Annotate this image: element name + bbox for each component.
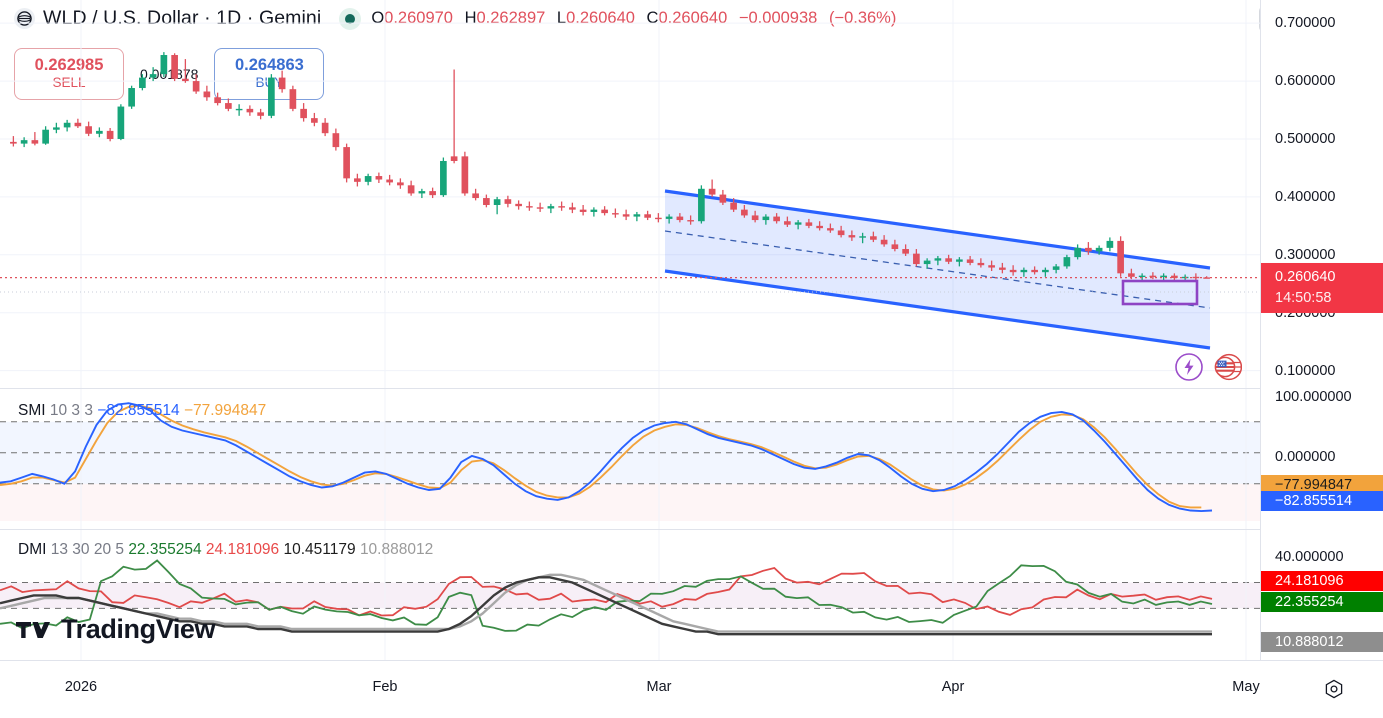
smi-legend[interactable]: SMI 10 3 3 −82.855514 −77.994847 xyxy=(18,402,266,420)
smi-params: 10 3 3 xyxy=(49,402,93,419)
price-tick: 0.700000 xyxy=(1275,15,1336,32)
dmi-gray-badge: 10.888012 xyxy=(1261,631,1383,652)
dmi-red-badge: 24.181096 xyxy=(1261,571,1383,592)
last-price-value: 0.260640 xyxy=(1275,268,1336,285)
gemini-icon xyxy=(14,8,35,29)
ohlc-values: O0.260970 H0.262897 L0.260640 C0.260640 … xyxy=(371,9,896,28)
dmi-adx-line xyxy=(0,576,1212,636)
settings-gear-icon[interactable] xyxy=(1321,677,1347,703)
low-label: L xyxy=(556,9,567,27)
price-tick: 0.600000 xyxy=(1275,73,1336,90)
dmi-params: 13 30 20 5 xyxy=(50,541,124,558)
dmi-value-minus-di: 24.181096 xyxy=(205,541,280,558)
smi-tick-100: 100.000000 xyxy=(1275,389,1352,405)
tradingview-logo-icon xyxy=(16,621,50,638)
time-axis[interactable]: 2026 Feb Mar Apr May xyxy=(0,660,1383,718)
economic-event-icons xyxy=(1174,352,1242,382)
price-tick: 0.100000 xyxy=(1275,362,1336,379)
low-value: 0.260640 xyxy=(566,9,635,27)
close-label: C xyxy=(646,9,659,27)
smi-blue-badge: −82.855514 xyxy=(1261,491,1383,512)
tradingview-watermark: TradingView xyxy=(16,614,216,645)
price-scale[interactable]: 0.700000 0.600000 0.500000 0.400000 0.300000… xyxy=(1260,0,1383,660)
dmi-legend[interactable]: DMI 13 30 20 5 22.355254 24.181096 10.45… xyxy=(18,541,433,559)
time-axis-label: Apr xyxy=(941,679,965,695)
smi-value-orange: −77.994847 xyxy=(183,402,267,419)
high-label: H xyxy=(464,9,477,27)
smi-value-blue: −82.855514 xyxy=(97,402,180,419)
last-price-badge: 0.260640 14:50:58 xyxy=(1261,262,1383,313)
open-value: 0.260970 xyxy=(384,9,453,27)
change-value: −0.000938 xyxy=(738,9,818,27)
price-tick: 0.400000 xyxy=(1275,188,1336,205)
dmi-adxr-line xyxy=(0,573,1212,633)
dmi-tick-40: 40.000000 xyxy=(1275,548,1344,565)
dmi-plus-di-line xyxy=(0,559,1213,632)
dmi-minus-di-line xyxy=(0,567,1213,617)
pane-divider-1 xyxy=(0,388,1383,389)
countdown-timer: 14:50:58 xyxy=(1275,289,1332,306)
change-percent: (−0.36%) xyxy=(828,9,897,27)
time-axis-label: Mar xyxy=(646,679,672,695)
smi-orange-badge: −77.994847 xyxy=(1261,475,1383,496)
dmi-green-badge: 22.355254 xyxy=(1261,592,1383,613)
time-axis-label: 2026 xyxy=(64,679,98,695)
dmi-chart xyxy=(0,530,1260,660)
sell-label: SELL xyxy=(52,75,86,91)
pane-divider-2 xyxy=(0,529,1383,530)
smi-tick-0: 0.000000 xyxy=(1275,448,1336,465)
dmi-value-plus-di: 22.355254 xyxy=(128,541,202,558)
price-chart-panel[interactable] xyxy=(0,0,1260,388)
market-status-dot xyxy=(339,7,362,30)
chart-header: WLD / U.S. Dollar · 1D · Gemini O0.26097… xyxy=(0,0,1383,37)
lightning-bolt-icon[interactable] xyxy=(1174,352,1204,382)
price-tick: 0.300000 xyxy=(1275,246,1336,263)
buy-price: 0.264863 xyxy=(234,56,304,75)
us-flag-economic-icon[interactable] xyxy=(1212,352,1242,382)
spread-value: 0.001878 xyxy=(140,66,199,82)
sell-button[interactable]: 0.262985 SELL xyxy=(14,48,124,100)
tradingview-text: TradingView xyxy=(61,614,216,644)
smi-name: SMI xyxy=(18,402,46,419)
time-axis-label: May xyxy=(1232,679,1260,695)
open-label: O xyxy=(371,9,385,27)
smi-chart xyxy=(0,389,1260,529)
smi-line xyxy=(0,402,1213,513)
smi-indicator-panel[interactable] xyxy=(0,389,1260,529)
price-tick: 0.500000 xyxy=(1275,130,1336,147)
high-value: 0.262897 xyxy=(476,9,546,27)
dmi-value-adxr: 10.888012 xyxy=(359,541,434,558)
consolidation-box xyxy=(1121,279,1199,306)
time-axis-label: Feb xyxy=(372,679,398,695)
smi-signal-line xyxy=(0,404,1202,509)
close-value: 0.260640 xyxy=(658,9,728,27)
dmi-indicator-panel[interactable] xyxy=(0,530,1260,660)
dmi-value-adx: 10.451179 xyxy=(283,541,356,558)
descending-channel xyxy=(664,189,1211,350)
candlestick-chart xyxy=(0,0,1260,388)
dmi-name: DMI xyxy=(18,541,47,558)
sell-price: 0.262985 xyxy=(34,56,104,75)
